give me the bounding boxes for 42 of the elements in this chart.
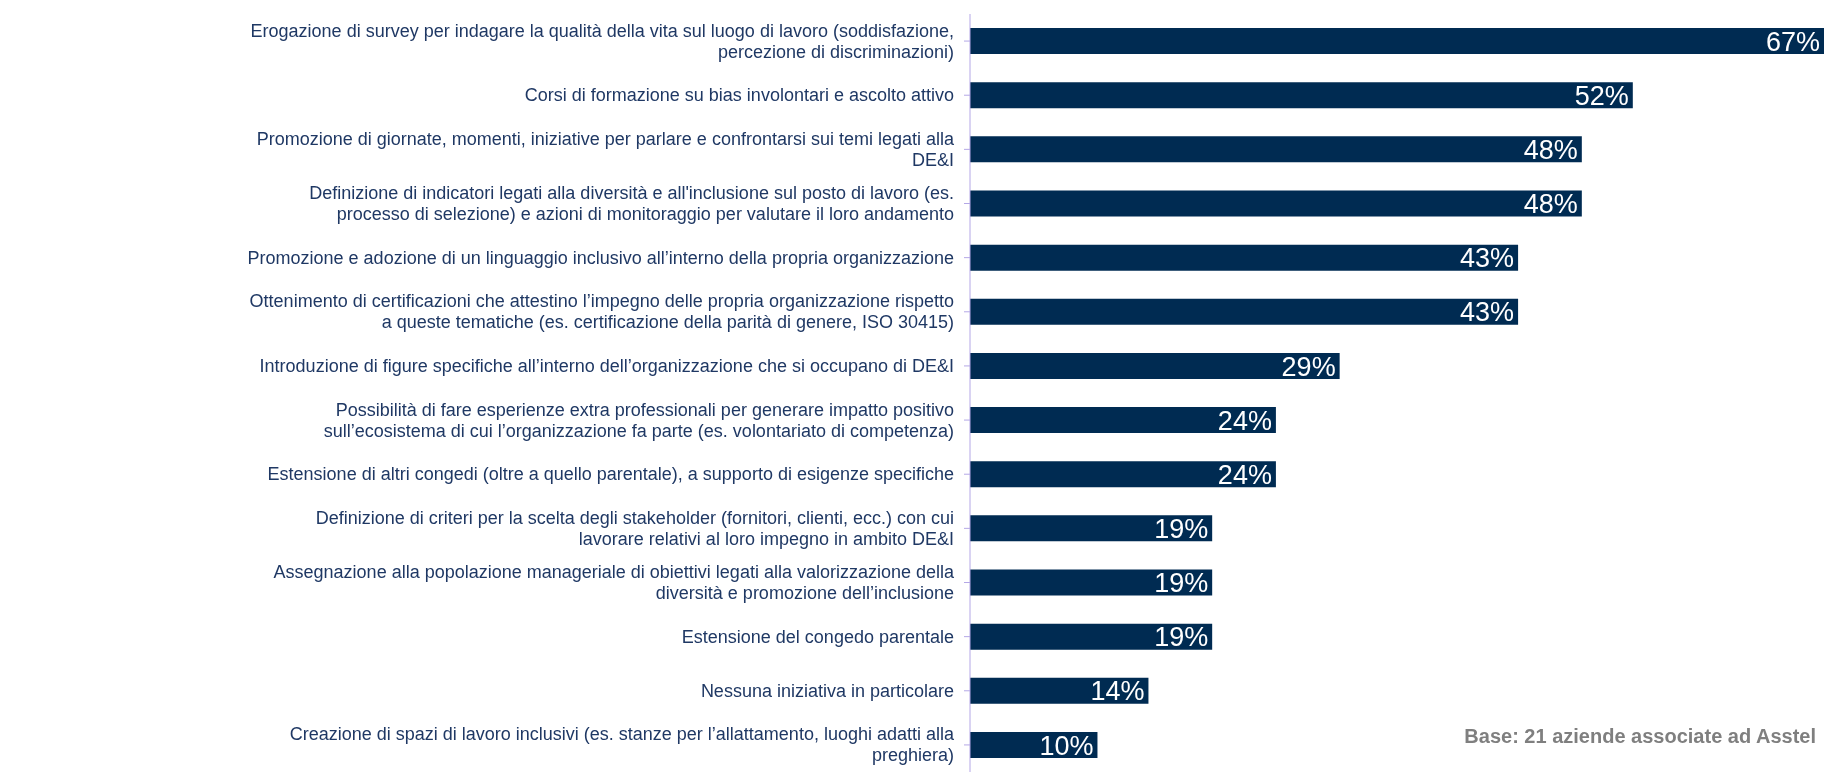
bar <box>970 190 1582 217</box>
bar <box>970 623 1213 650</box>
data-label: 52% <box>1574 80 1629 111</box>
y-tick-label: Estensione di altri congedi (oltre a quello parentale), a supporto di esigenze specifiche <box>267 464 954 485</box>
bar <box>970 82 1633 109</box>
bar <box>970 298 1519 325</box>
data-label: 14% <box>1090 676 1145 707</box>
data-label: 67% <box>1765 26 1820 57</box>
bar <box>970 407 1276 434</box>
y-tick-label: Introduzione di figure specifiche all’interno dell’organizzazione che si occupano di DE&I <box>259 355 954 376</box>
y-tick-label: Creazione di spazi di lavoro inclusivi (es. stanze per l’allattamento, luoghi adatti alla preghiera) <box>289 724 955 766</box>
data-label: 29% <box>1281 351 1336 382</box>
y-tick-label: Estensione del congedo parentale <box>681 626 954 647</box>
bar <box>970 515 1213 542</box>
bar <box>970 136 1582 163</box>
annotation: Base: 21 aziende associate ad Asstel <box>1464 725 1816 748</box>
bar <box>970 677 1149 704</box>
data-label: 43% <box>1460 243 1515 274</box>
y-tick-label: Assegnazione alla popolazione manageriale di obiettivi legati alla valorizzazione della diversità e promozione dell’inclusione <box>273 562 955 603</box>
y-tick-label: Possibilità di fare esperienze extra professionali per generare impatto positivo sull’ecosistema di cui l’organizzazione fa parte (es. volontariato di competenza) <box>323 399 954 441</box>
bar <box>970 352 1340 379</box>
data-label: 43% <box>1460 297 1515 328</box>
y-tick-label: Corsi di formazione su bias involontari e ascolto attivo <box>524 85 954 106</box>
data-label: 19% <box>1154 513 1209 544</box>
bar <box>970 244 1519 271</box>
y-tick-label: Erogazione di survey per indagare la qualità della vita sul luogo di lavoro (soddisfazione, percezione di discriminazioni) <box>250 20 954 62</box>
data-label: 10% <box>1039 730 1094 761</box>
data-label: 24% <box>1217 405 1272 436</box>
bar <box>970 28 1824 55</box>
bar <box>970 569 1213 596</box>
data-label: 48% <box>1523 134 1578 165</box>
y-tick-label: Definizione di indicatori legati alla diversità e all'inclusione sul posto di lavoro (es. processo di selezione) e azioni di monitoraggio per valutare il loro andamento <box>309 183 954 224</box>
data-label: 24% <box>1217 459 1272 490</box>
y-tick-label: Nessuna iniziativa in particolare <box>700 680 954 701</box>
y-tick-label: Definizione di criteri per la scelta degli stakeholder (fornitori, clienti, ecc.) con cui lavorare relativi al loro impegno in ambito DE&I <box>315 507 954 549</box>
data-label: 19% <box>1154 622 1209 653</box>
y-tick-label: Ottenimento di certificazioni che attestino l’impegno delle propria organizzazione rispetto a queste tematiche (es. certificazione della parità di genere, ISO 30415) <box>249 291 954 333</box>
data-label: 48% <box>1523 189 1578 220</box>
y-tick-label: Promozione e adozione di un linguaggio inclusivo all’interno della propria organizzazione <box>247 247 954 268</box>
bar <box>970 461 1276 488</box>
data-label: 19% <box>1154 568 1209 599</box>
y-tick-label: Promozione di giornate, momenti, iniziative per parlare e confrontarsi sui temi legati alla DE&I <box>256 128 955 170</box>
